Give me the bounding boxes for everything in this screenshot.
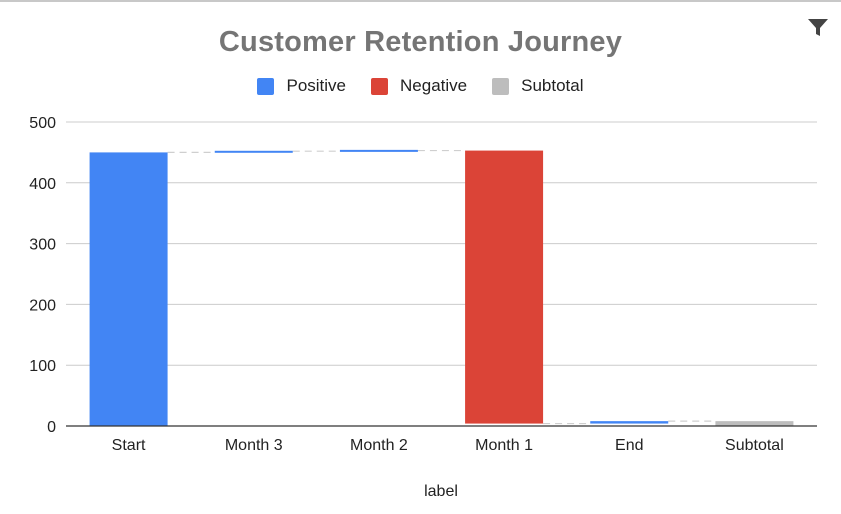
y-tick-label: 200: [29, 297, 56, 314]
bar-month-2[interactable]: [339, 149, 418, 152]
y-tick-label: 300: [29, 237, 56, 254]
legend-swatch-positive: [257, 77, 275, 95]
axes: 0 100 200 300 400 500 Start Month 3 Month 2 Month…: [29, 115, 817, 454]
legend-item-negative[interactable]: Negative: [371, 76, 467, 96]
chart-title: Customer Retention Journey: [218, 26, 623, 58]
y-tick-label: 100: [29, 358, 56, 375]
y-tick-label: 0: [47, 419, 56, 436]
bar-subtotal[interactable]: [715, 421, 794, 426]
legend-label-positive: Positive: [286, 76, 347, 95]
legend-label-subtotal: Subtotal: [521, 76, 584, 95]
bar-start[interactable]: [89, 152, 168, 426]
connectors: [167, 149, 716, 425]
bar-month-3[interactable]: [214, 150, 293, 153]
legend-item-subtotal[interactable]: Subtotal: [492, 76, 584, 96]
x-tick-label: Month 1: [475, 437, 533, 454]
x-tick-label: Month 2: [350, 437, 408, 454]
gridlines: [66, 121, 817, 366]
y-tick-label: 500: [29, 115, 56, 132]
x-axis-title: label: [424, 483, 458, 500]
x-tick-label: Subtotal: [725, 437, 784, 454]
x-tick-label: Month 3: [225, 437, 283, 454]
legend-item-positive[interactable]: Positive: [257, 76, 346, 96]
chart-legend: Positive Negative Subtotal: [0, 74, 841, 98]
x-tick-label: Start: [112, 437, 146, 454]
y-tick-label: 400: [29, 176, 56, 193]
legend-swatch-subtotal: [492, 77, 510, 95]
bars: [89, 149, 794, 426]
bar-month-1[interactable]: [465, 150, 544, 424]
bar-end[interactable]: [590, 421, 669, 424]
filter-icon[interactable]: [806, 17, 830, 39]
legend-swatch-negative: [371, 77, 389, 95]
legend-label-negative: Negative: [400, 76, 468, 95]
x-tick-label: End: [615, 437, 643, 454]
